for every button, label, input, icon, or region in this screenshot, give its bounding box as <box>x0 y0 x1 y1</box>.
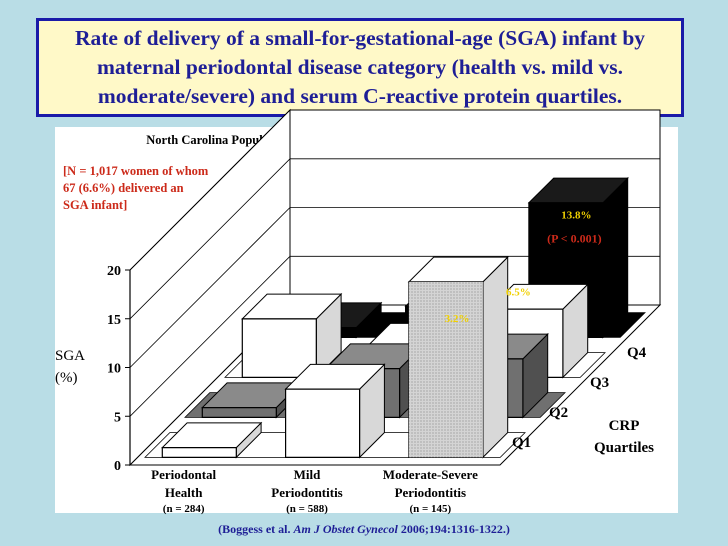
category-n-label: (n = 284) <box>163 503 205 515</box>
category-label: Periodontal <box>151 467 216 482</box>
gridline <box>129 158 660 320</box>
depth-axis-title: Quartiles <box>594 440 654 456</box>
y-tick-label: 0 <box>114 459 121 474</box>
sample-note-line: 67 (6.6%) delivered an <box>63 181 184 195</box>
citation-suffix: 2006;194:1316-1322.) <box>397 522 510 536</box>
depth-axis-title: CRP <box>609 418 640 434</box>
quartile-label: Q4 <box>627 345 647 361</box>
bar-side <box>482 255 509 459</box>
category-label: Moderate-Severe <box>383 467 478 482</box>
y-axis-label: (%) <box>55 370 78 386</box>
slide-title: Rate of delivery of a small-for-gestatio… <box>36 18 684 117</box>
p-value-label: (P < 0.001) <box>547 231 602 245</box>
value-label: 6.5% <box>506 287 531 299</box>
y-axis-label: SGA <box>55 348 85 364</box>
bar-texture <box>408 281 483 458</box>
quartile-label: Q3 <box>590 375 609 391</box>
citation-journal: Am J Obstet Gynecol <box>293 522 398 536</box>
sample-note-line: SGA infant] <box>63 198 128 212</box>
sample-note-line: [N = 1,017 women of whom <box>63 164 209 178</box>
category-n-label: (n = 588) <box>286 503 328 515</box>
bar-q1-cat1 <box>161 447 237 458</box>
y-tick-label: 20 <box>107 264 121 279</box>
value-label: 3.2% <box>445 313 470 325</box>
category-label: Mild <box>294 467 321 482</box>
y-tick-label: 5 <box>114 410 121 425</box>
citation: (Boggess et al. Am J Obstet Gynecol 2006… <box>0 522 728 537</box>
y-tick-label: 10 <box>107 362 121 377</box>
quartile-label: Q2 <box>549 405 568 421</box>
category-label: Health <box>165 485 203 500</box>
sample-note: [N = 1,017 women of whom 67 (6.6%) deliv… <box>63 163 208 214</box>
category-n-label: (n = 145) <box>409 503 451 515</box>
citation-prefix: (Boggess et al. <box>218 522 294 536</box>
y-tick-label: 15 <box>107 313 121 328</box>
bar-q1-cat2 <box>285 388 361 458</box>
quartile-label: Q1 <box>512 435 531 451</box>
bar-q3-cat1 <box>241 318 317 378</box>
bar-q2-cat1 <box>201 407 277 418</box>
category-label: Periodontitis <box>271 485 343 500</box>
category-label: Periodontitis <box>395 485 467 500</box>
value-label: 13.8% <box>561 209 591 221</box>
gridline <box>129 109 660 271</box>
bar-side <box>602 176 629 339</box>
